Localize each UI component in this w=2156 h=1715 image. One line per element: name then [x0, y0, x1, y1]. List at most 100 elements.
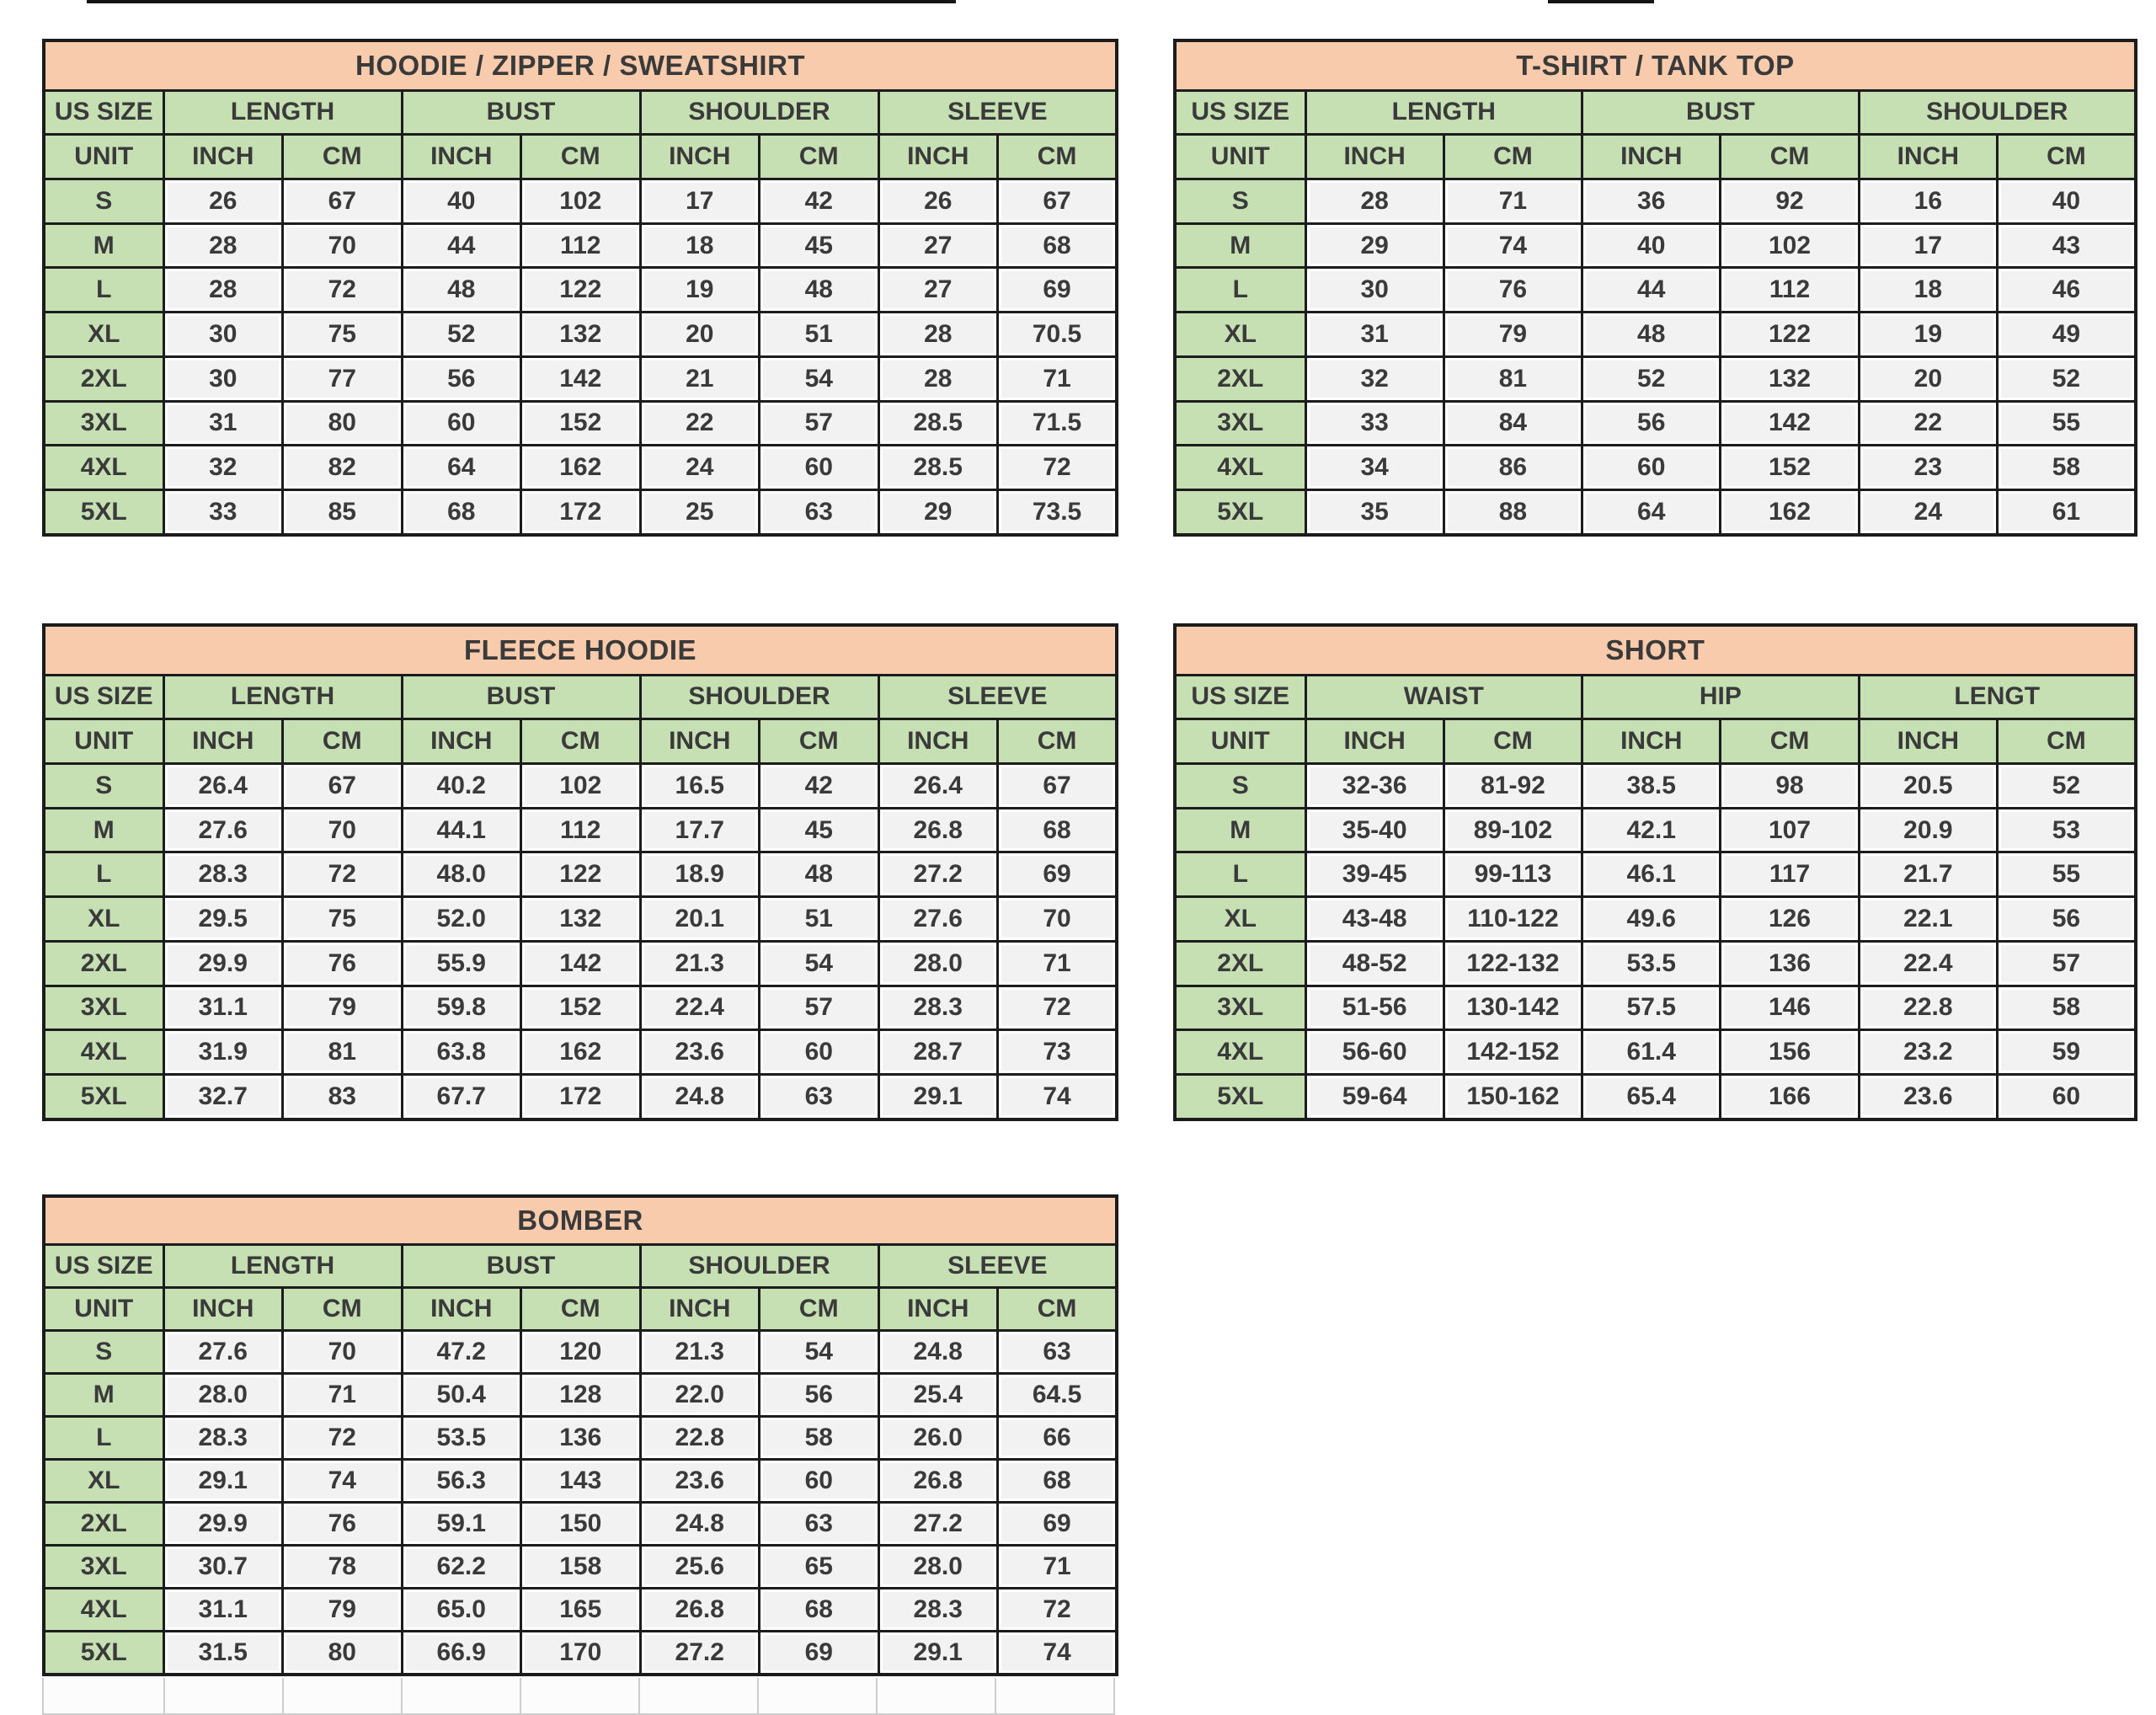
cell-value: 152 — [1719, 444, 1860, 491]
column-header-sleeve: SLEEVE — [877, 673, 1118, 721]
cell-value: 56-60 — [1304, 1028, 1445, 1076]
empty-cell — [876, 1678, 996, 1715]
empty-cell — [401, 1678, 521, 1715]
cell-value: 45 — [758, 806, 880, 854]
cell-value: 32 — [1304, 355, 1445, 403]
unit-inch-label: INCH — [877, 718, 999, 766]
cell-value: 23.6 — [638, 1028, 760, 1076]
empty-cell — [282, 1678, 403, 1715]
size-label: 5XL — [42, 1629, 165, 1676]
table-row: 2XL 29.9 76 59.1 150 24.8 63 27.2 69 — [42, 1500, 1118, 1547]
cell-value: 55 — [1995, 851, 2137, 899]
cell-value: 21.3 — [638, 939, 760, 987]
column-header-length: LENGTH — [162, 88, 403, 136]
cell-value: 73.5 — [996, 488, 1118, 537]
cell-value: 58 — [1995, 444, 2137, 491]
column-header-us-size: US SIZE — [42, 673, 165, 721]
cell-value: 57.5 — [1581, 984, 1722, 1032]
cell-value: 44 — [1581, 266, 1722, 314]
cell-value: 38.5 — [1581, 762, 1722, 809]
table-row: BOMBER — [42, 1194, 1118, 1246]
size-label: M — [1173, 222, 1307, 270]
cell-value: 165 — [520, 1586, 642, 1632]
table-title: T-SHIRT / TANK TOP — [1173, 39, 2137, 92]
cell-value: 56 — [1995, 895, 2137, 943]
cell-value: 122 — [1719, 311, 1860, 358]
empty-cell — [995, 1678, 1115, 1715]
cell-value: 70 — [996, 895, 1118, 943]
cell-value: 26.8 — [638, 1586, 760, 1632]
size-label: 3XL — [42, 399, 165, 447]
scan-artifact-line — [87, 0, 956, 3]
table-row: 3XL 51-56 130-142 57.5 146 22.8 58 — [1173, 984, 2137, 1032]
size-label: 2XL — [1173, 939, 1307, 987]
cell-value: 142 — [520, 939, 642, 987]
cell-value: 28.0 — [162, 1371, 284, 1418]
cell-value: 28 — [162, 266, 284, 314]
cell-value: 28.0 — [877, 1543, 999, 1589]
cell-value: 59.8 — [400, 984, 522, 1032]
cell-value: 28.5 — [877, 444, 999, 491]
cell-value: 63.8 — [400, 1028, 522, 1076]
cell-value: 18 — [1857, 266, 1999, 314]
cell-value: 27 — [877, 266, 999, 314]
cell-value: 30 — [162, 355, 284, 403]
column-header-bust: BUST — [400, 1242, 642, 1289]
cell-value: 25 — [638, 488, 760, 537]
table-row: L 28 72 48 122 19 48 27 69 — [42, 266, 1118, 314]
cell-value: 132 — [520, 895, 642, 943]
cell-value: 66.9 — [400, 1629, 522, 1676]
cell-value: 57 — [758, 399, 880, 447]
empty-cell — [757, 1678, 878, 1715]
unit-cm-label: CM — [1719, 718, 1860, 766]
table-title: BOMBER — [42, 1194, 1118, 1246]
unit-inch-label: INCH — [877, 133, 999, 181]
size-label: 2XL — [42, 355, 165, 403]
size-label: L — [42, 1414, 165, 1461]
cell-value: 22.4 — [1857, 939, 1999, 987]
unit-inch-label: INCH — [162, 1285, 284, 1332]
cell-value: 60 — [400, 399, 522, 447]
cell-value: 27.2 — [638, 1629, 760, 1676]
cell-value: 81-92 — [1442, 762, 1584, 809]
cell-value: 81 — [1442, 355, 1584, 403]
cell-value: 60 — [1995, 1072, 2137, 1121]
empty-cell — [638, 1678, 759, 1715]
cell-value: 67 — [281, 178, 403, 225]
fleece-hoodie-table: FLEECE HOODIE US SIZE LENGTH BUST SHOULDER SL… — [42, 623, 1119, 1121]
table-row: 4XL 31.1 79 65.0 165 26.8 68 28.3 72 — [42, 1586, 1118, 1632]
table-row: UNIT INCH CM INCH CM INCH CM — [1173, 718, 2137, 766]
cell-value: 16.5 — [638, 762, 760, 809]
cell-value: 29 — [877, 488, 999, 537]
cell-value: 18.9 — [638, 851, 760, 899]
cell-value: 76 — [1442, 266, 1584, 314]
cell-value: 146 — [1719, 984, 1860, 1032]
cell-value: 59.1 — [400, 1500, 522, 1547]
unit-inch-label: INCH — [1857, 718, 1999, 766]
size-label: XL — [42, 1457, 165, 1504]
cell-value: 28 — [162, 222, 284, 270]
table-row: M 35-40 89-102 42.1 107 20.9 53 — [1173, 806, 2137, 854]
cell-value: 57 — [758, 984, 880, 1032]
cell-value: 19 — [1857, 311, 1999, 358]
unit-inch-label: INCH — [1581, 133, 1722, 181]
table-row: T-SHIRT / TANK TOP — [1173, 39, 2137, 92]
cell-value: 47.2 — [400, 1328, 522, 1375]
unit-cm-label: CM — [996, 1285, 1118, 1332]
cell-value: 72 — [996, 984, 1118, 1032]
cell-value: 60 — [758, 1457, 880, 1504]
unit-cm-label: CM — [996, 718, 1118, 766]
cell-value: 56 — [1581, 399, 1722, 447]
cell-value: 69 — [996, 1500, 1118, 1547]
cell-value: 72 — [281, 1414, 403, 1461]
cell-value: 132 — [520, 311, 642, 358]
unit-cm-label: CM — [520, 1285, 642, 1332]
table-row: 3XL 31.1 79 59.8 152 22.4 57 28.3 72 — [42, 984, 1118, 1032]
cell-value: 74 — [1442, 222, 1584, 270]
cell-value: 20 — [638, 311, 760, 358]
cell-value: 68 — [758, 1586, 880, 1632]
table-row: 4XL 56-60 142-152 61.4 156 23.2 59 — [1173, 1028, 2137, 1076]
cell-value: 17 — [638, 178, 760, 225]
table-row: XL 31 79 48 122 19 49 — [1173, 311, 2137, 358]
